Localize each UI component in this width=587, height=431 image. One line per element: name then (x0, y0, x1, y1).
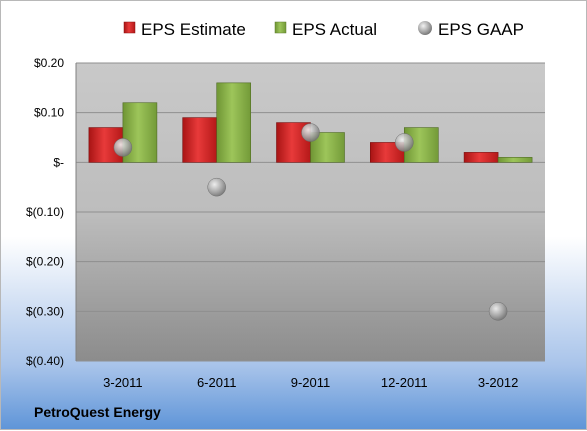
marker-eps-gaap (207, 177, 226, 197)
bar-eps-estimate (463, 152, 499, 163)
gaap-markers (113, 123, 508, 321)
y-tick-label: $0.20 (34, 56, 64, 70)
marker-eps-gaap (395, 133, 414, 152)
marker-eps-gaap (488, 302, 508, 321)
y-tick-label: $- (53, 155, 64, 169)
y-tick-label: $(0.10) (26, 205, 64, 219)
y-tick-label: $(0.20) (26, 255, 64, 269)
y-axis: $0.20 $0.10 $- $(0.10) $(0.20) $(0.30) $(0.40) (26, 56, 77, 368)
company-name: PetroQuest Energy (34, 404, 161, 420)
x-tick-label: 3-2012 (478, 375, 518, 390)
bar-eps-actual (497, 157, 533, 163)
legend-swatch-eps-actual (274, 21, 287, 34)
legend: EPS Estimate EPS Actual EPS GAAP (123, 20, 524, 39)
legend-label-eps-estimate: EPS Estimate (141, 20, 246, 39)
x-tick-label: 12-2011 (381, 375, 428, 390)
x-axis: 3-2011 6-2011 9-2011 12-2011 3-2012 (103, 375, 518, 390)
bar-eps-actual (216, 82, 251, 163)
x-tick-label: 6-2011 (197, 375, 237, 390)
legend-label-eps-actual: EPS Actual (292, 20, 377, 39)
y-tick-label: $(0.40) (26, 354, 64, 368)
legend-swatch-eps-estimate (123, 21, 136, 34)
y-tick-label: $0.10 (34, 106, 64, 120)
x-tick-label: 9-2011 (291, 375, 331, 390)
legend-label-eps-gaap: EPS GAAP (438, 20, 524, 39)
y-tick-label: $(0.30) (26, 304, 64, 318)
marker-eps-gaap (301, 123, 320, 142)
bar-eps-estimate (182, 117, 217, 163)
marker-eps-gaap (113, 138, 133, 157)
x-tick-label: 3-2011 (103, 375, 143, 390)
legend-marker-eps-gaap (418, 21, 432, 35)
